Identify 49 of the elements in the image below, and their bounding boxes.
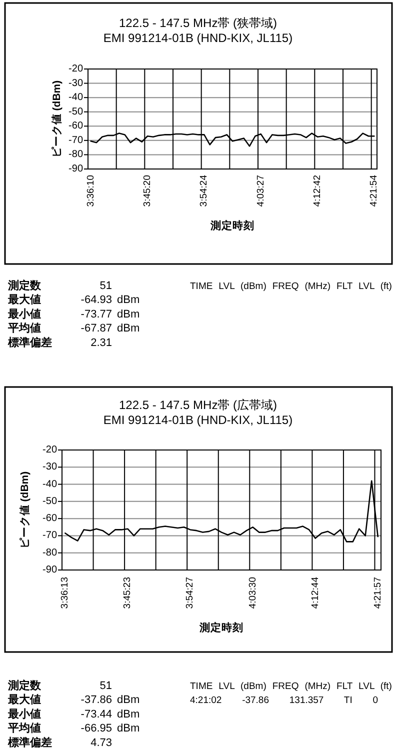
chart-title: 122.5 - 147.5 MHz帯 (狭帯域) (118, 16, 278, 30)
x-axis-title: 測定時刻 (198, 621, 244, 634)
x-tick-label: 3:45:23 (122, 577, 134, 609)
y-tick-label: -40 (42, 478, 58, 490)
text: 標準偏差 4.73 (8, 736, 112, 749)
chart-subtitle: EMI 991214-01B (HND-KIX, JL115) (103, 413, 293, 427)
text: 標準偏差 2.31 (8, 336, 112, 349)
text: 最小値 -73.44 dBm (8, 708, 140, 720)
x-tick-label: 4:12:44 (310, 577, 321, 609)
y-tick-label: -60 (68, 120, 84, 132)
y-tick-label: -60 (42, 513, 58, 524)
x-tick-label: 4:21:54 (368, 175, 380, 207)
text: 最小値 -73.77 dBm (8, 308, 140, 320)
x-tick-label: 4:21:57 (372, 577, 384, 609)
x-tick-label: 3:54:24 (198, 175, 210, 207)
y-tick-label: -70 (68, 134, 84, 146)
x-tick-label: 3:54:27 (184, 577, 196, 609)
y-axis-title: ピーク値 (dBm) (50, 80, 63, 158)
text: 測定数 51 (8, 680, 112, 692)
text: 最大値 -37.86 dBm (8, 694, 140, 706)
y-axis-title: ピーク値 (dBm) (18, 471, 31, 549)
text: 測定数 51 (8, 280, 112, 292)
text: TIME LVL (dBm) FREQ (MHz) FLT LVL (ft) (190, 281, 392, 292)
y-tick-label: -90 (68, 164, 84, 174)
y-tick-label: -40 (68, 92, 84, 104)
y-tick-label: -70 (42, 530, 58, 542)
x-tick-label: 3:45:20 (142, 175, 153, 207)
x-tick-label: 4:12:42 (312, 175, 323, 207)
y-tick-label: -50 (42, 496, 58, 507)
x-tick-label: 3:36:13 (60, 577, 71, 609)
x-tick-label: 4:03:30 (247, 577, 258, 609)
x-tick-label: 3:36:10 (85, 175, 96, 207)
text: 最大値 -64.93 dBm (8, 294, 140, 306)
chart-subtitle: EMI 991214-01B (HND-KIX, JL115) (103, 31, 293, 45)
chart-title: 122.5 - 147.5 MHz帯 (広帯域) (118, 398, 278, 412)
y-tick-label: -80 (68, 149, 84, 160)
text: 平均値 -66.95 dBm (8, 722, 140, 735)
y-tick-label: -30 (42, 462, 58, 473)
y-tick-label: -90 (42, 564, 58, 576)
y-tick-label: -20 (42, 444, 58, 456)
text: 4:21:02 -37.86 131.357 TI 0 (190, 695, 378, 706)
x-axis-title: 測定時刻 (210, 219, 254, 232)
text: TIME LVL (dBm) FREQ (MHz) FLT LVL (ft) (190, 681, 392, 692)
y-tick-label: -30 (68, 78, 84, 89)
y-tick-label: -50 (68, 106, 84, 118)
y-tick-label: -20 (68, 64, 84, 74)
x-tick-label: 4:03:27 (255, 175, 266, 207)
y-tick-label: -80 (42, 547, 58, 558)
text: 平均値 -67.87 dBm (8, 322, 140, 335)
